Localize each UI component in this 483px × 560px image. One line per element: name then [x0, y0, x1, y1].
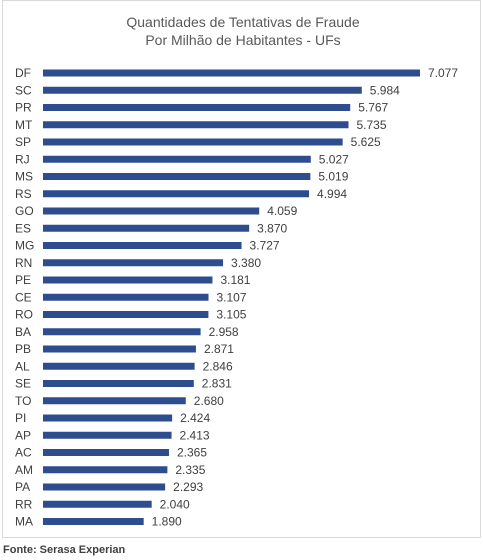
category-label: TO [15, 394, 31, 408]
category-label: AP [15, 428, 31, 442]
bar [43, 311, 209, 318]
bar [43, 466, 168, 474]
bar [43, 173, 311, 180]
value-label: 5.019 [318, 170, 348, 184]
bar [43, 328, 201, 336]
category-label: PE [15, 273, 31, 287]
value-label: 7.077 [428, 66, 458, 80]
value-label: 2.680 [194, 394, 224, 408]
category-label: MT [15, 118, 33, 132]
value-label: 3.380 [231, 256, 261, 270]
value-label: 2.335 [175, 463, 205, 477]
category-label: PB [15, 342, 31, 356]
value-label: 2.846 [203, 359, 233, 373]
value-label: 4.994 [317, 187, 347, 201]
category-label: RS [15, 187, 32, 201]
value-label: 5.735 [357, 118, 387, 132]
category-label: DF [15, 66, 31, 80]
bar [43, 362, 195, 370]
category-label: AC [15, 446, 32, 460]
source-note: Fonte: Serasa Experian [3, 544, 126, 556]
bar [43, 431, 172, 439]
category-label: RO [15, 308, 33, 322]
bar [43, 190, 310, 198]
value-label: 2.413 [180, 428, 210, 442]
value-label: 2.958 [209, 325, 239, 339]
bars-layer: DF 7.077 SC 5.984 PR 5.767 MT 5.735 SP 5.625 RJ 5.0… [15, 66, 458, 529]
bar [43, 155, 311, 163]
category-label: PI [15, 411, 26, 425]
value-label: 3.870 [257, 221, 287, 235]
value-label: 2.831 [202, 377, 232, 391]
category-label: SE [15, 377, 31, 391]
value-label: 2.424 [180, 411, 210, 425]
category-label: RJ [15, 152, 30, 166]
chart-title-line-1: Quantidades de Tentativas de Fraude [126, 14, 359, 30]
category-label: CE [15, 290, 32, 304]
category-label: SP [15, 135, 31, 149]
value-label: 2.040 [160, 497, 190, 511]
category-label: GO [15, 204, 34, 218]
value-label: 3.105 [216, 308, 246, 322]
category-label: ES [15, 221, 31, 235]
category-label: MS [15, 170, 33, 184]
value-label: 3.107 [217, 290, 247, 304]
category-label: BA [15, 325, 31, 339]
category-label: MA [15, 515, 33, 529]
value-label: 1.890 [152, 515, 182, 529]
bar [43, 242, 242, 249]
value-label: 5.767 [358, 101, 388, 115]
bar [43, 138, 343, 146]
category-label: PA [15, 480, 30, 494]
bar [43, 345, 196, 353]
bar [43, 259, 224, 267]
value-label: 2.365 [177, 446, 207, 460]
value-label: 2.871 [204, 342, 234, 356]
bar [43, 500, 152, 508]
bar [43, 86, 362, 94]
bar [43, 397, 186, 405]
chart-title-line-2: Por Milhão de Habitantes - UFs [145, 32, 340, 48]
category-label: AM [15, 463, 33, 477]
bar [43, 449, 169, 456]
value-label: 3.181 [220, 273, 250, 287]
value-label: 2.293 [173, 480, 203, 494]
bar [43, 380, 194, 387]
bar [43, 518, 144, 525]
bar-chart: Quantidades de Tentativas de Fraude Por … [15, 14, 458, 529]
bar [43, 224, 250, 232]
category-label: SC [15, 83, 32, 97]
category-label: MG [15, 239, 34, 253]
category-label: RR [15, 497, 33, 511]
value-label: 5.984 [370, 83, 400, 97]
value-label: 5.625 [351, 135, 381, 149]
bar [43, 104, 351, 111]
chart-area: Quantidades de Tentativas de Fraude Por … [2, 0, 481, 538]
bar [43, 293, 209, 301]
category-label: PR [15, 101, 32, 115]
value-label: 3.727 [250, 239, 280, 253]
category-label: AL [15, 359, 30, 373]
bar [43, 414, 173, 422]
bar [43, 121, 349, 129]
bar [43, 276, 213, 284]
value-label: 5.027 [319, 152, 349, 166]
bar [43, 207, 260, 215]
category-label: RN [15, 256, 32, 270]
bar [43, 69, 420, 77]
bar [43, 483, 166, 491]
value-label: 4.059 [267, 204, 297, 218]
